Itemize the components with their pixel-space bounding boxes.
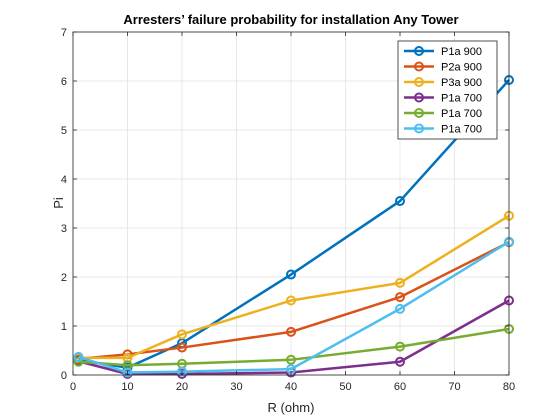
series-line (78, 241, 510, 361)
legend-label: P1a 700 (441, 108, 482, 120)
ticks: 0 10 20 30 40 50 60 70 80 0 1 2 3 4 5 6 7 (61, 27, 515, 393)
data-point (395, 292, 405, 303)
data-point (177, 329, 187, 340)
y-axis-label: Pi (51, 197, 66, 209)
x-tick-label: 0 (70, 381, 76, 393)
x-tick-label: 30 (230, 381, 242, 393)
legend-label: P1a 700 (441, 93, 482, 105)
series-line (78, 79, 510, 369)
chart-title: Arresters’ failure probability for insta… (123, 12, 458, 27)
y-tick-label: 5 (61, 125, 67, 137)
y-tick-label: 7 (61, 27, 67, 39)
data-point (395, 196, 405, 207)
legend-item: P1a 900 (404, 46, 482, 58)
series-line (78, 327, 510, 367)
series-line (78, 240, 510, 374)
legend-label: P1a 900 (441, 46, 482, 58)
legend-swatch-marker (414, 77, 424, 87)
data-point (177, 366, 187, 377)
legend-item: P1a 700 (404, 92, 482, 105)
data-point (395, 341, 405, 352)
legend-item: P1a 700 (404, 123, 482, 136)
data-point (122, 367, 133, 378)
legend-swatch-marker (414, 123, 424, 134)
x-tick-label: 10 (121, 381, 133, 393)
legend-swatch-marker (414, 108, 424, 118)
data-point (73, 351, 84, 362)
legend-swatch-marker (414, 61, 424, 72)
legend-label: P2a 900 (441, 62, 482, 74)
x-tick-label: 60 (394, 381, 406, 393)
data-point (286, 295, 296, 306)
legend-label: P1a 700 (441, 124, 482, 136)
y-tick-label: 4 (61, 174, 67, 186)
legend-item: P3a 900 (404, 77, 482, 89)
data-point (286, 354, 296, 365)
x-tick-label: 20 (176, 381, 188, 393)
y-tick-label: 3 (61, 223, 67, 235)
x-tick-label: 50 (339, 381, 351, 393)
x-tick-label: 70 (448, 381, 460, 393)
series-line (78, 214, 510, 360)
legend-box (397, 40, 498, 140)
y-tick-label: 6 (61, 76, 67, 88)
legend-swatch-marker (414, 92, 424, 103)
y-tick-label: 2 (61, 272, 67, 284)
x-tick-label: 80 (503, 381, 515, 393)
data-point (395, 277, 405, 288)
y-tick-label: 1 (61, 321, 67, 333)
legend: P1a 900 P2a 900 P3a 900 P1a 700 P1a 700 P1a 7… (397, 40, 498, 140)
data-point (177, 342, 187, 353)
legend-item: P2a 900 (404, 61, 482, 74)
data-point (395, 303, 405, 314)
legend-label: P3a 900 (441, 77, 482, 89)
x-tick-label: 40 (285, 381, 297, 393)
data-point (286, 326, 296, 337)
legend-item: P1a 700 (404, 108, 482, 120)
legend-swatch-marker (414, 46, 424, 56)
x-axis-label: R (ohm) (268, 400, 315, 415)
data-point (286, 269, 296, 280)
data-point (395, 356, 405, 367)
y-tick-label: 0 (61, 370, 67, 382)
